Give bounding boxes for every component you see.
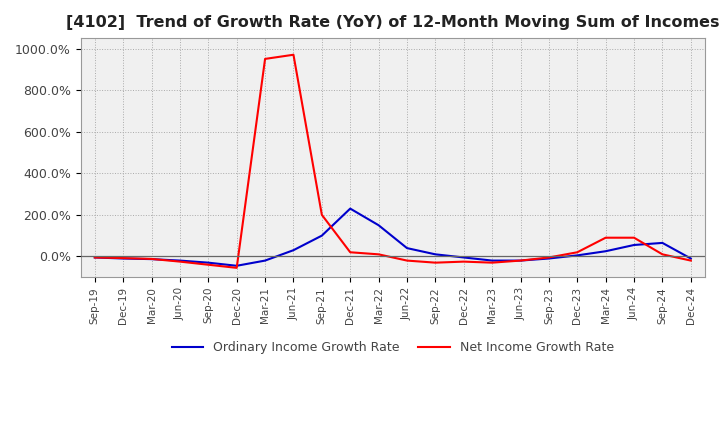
Net Income Growth Rate [658,252,667,257]
Ordinary Income Growth Rate [233,263,241,268]
Line: Ordinary Income Growth Rate: Ordinary Income Growth Rate [95,209,690,266]
Title: [4102]  Trend of Growth Rate (YoY) of 12-Month Moving Sum of Incomes: [4102] Trend of Growth Rate (YoY) of 12-… [66,15,719,30]
Net Income Growth Rate [147,256,156,261]
Net Income Growth Rate [573,249,582,255]
Ordinary Income Growth Rate [374,223,383,228]
Ordinary Income Growth Rate [459,255,468,260]
Net Income Growth Rate [544,255,553,260]
Net Income Growth Rate [289,52,298,57]
Ordinary Income Growth Rate [488,258,497,263]
Net Income Growth Rate [204,262,212,268]
Ordinary Income Growth Rate [630,242,639,248]
Net Income Growth Rate [374,252,383,257]
Net Income Growth Rate [488,260,497,265]
Ordinary Income Growth Rate [204,260,212,265]
Net Income Growth Rate [119,256,127,261]
Net Income Growth Rate [176,259,184,264]
Net Income Growth Rate [346,249,354,255]
Net Income Growth Rate [459,259,468,264]
Net Income Growth Rate [601,235,610,240]
Ordinary Income Growth Rate [91,255,99,260]
Ordinary Income Growth Rate [544,256,553,261]
Ordinary Income Growth Rate [176,258,184,263]
Ordinary Income Growth Rate [573,253,582,258]
Net Income Growth Rate [91,255,99,260]
Net Income Growth Rate [516,258,525,263]
Ordinary Income Growth Rate [147,257,156,262]
Net Income Growth Rate [431,260,440,265]
Net Income Growth Rate [318,212,326,217]
Ordinary Income Growth Rate [119,256,127,261]
Ordinary Income Growth Rate [346,206,354,211]
Ordinary Income Growth Rate [658,240,667,246]
Net Income Growth Rate [402,258,411,263]
Ordinary Income Growth Rate [289,248,298,253]
Net Income Growth Rate [630,235,639,240]
Ordinary Income Growth Rate [261,258,269,263]
Line: Net Income Growth Rate: Net Income Growth Rate [95,55,690,268]
Ordinary Income Growth Rate [431,252,440,257]
Ordinary Income Growth Rate [318,233,326,238]
Net Income Growth Rate [261,56,269,62]
Net Income Growth Rate [686,258,695,263]
Legend: Ordinary Income Growth Rate, Net Income Growth Rate: Ordinary Income Growth Rate, Net Income … [167,336,618,359]
Ordinary Income Growth Rate [601,249,610,254]
Ordinary Income Growth Rate [516,258,525,263]
Ordinary Income Growth Rate [686,256,695,261]
Ordinary Income Growth Rate [402,246,411,251]
Net Income Growth Rate [233,265,241,271]
